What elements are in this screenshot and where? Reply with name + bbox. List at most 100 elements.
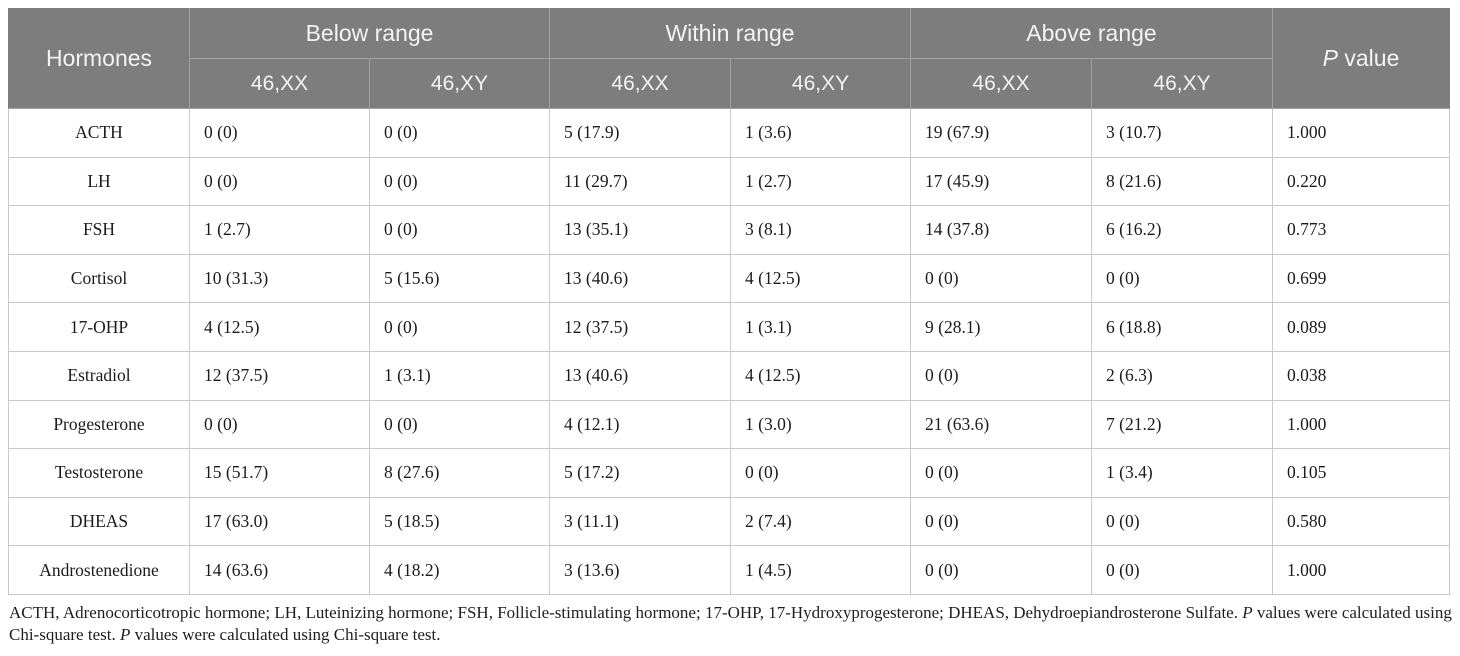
p-value-italic: P [1322, 45, 1338, 71]
header-group-row: Hormones Below range Within range Above … [8, 8, 1451, 109]
table-body: ACTH 0 (0) 0 (0) 5 (17.9) 1 (3.6) 19 (67.9) 3 … [8, 108, 1451, 595]
p-value-cell: 1.000 [1272, 545, 1451, 595]
p-value-rest: value [1338, 45, 1400, 71]
count-percent-cell: 2 (6.3) [1091, 350, 1274, 401]
p-value-cell: 0.220 [1272, 156, 1451, 207]
count-percent-cell: 3 (10.7) [1091, 108, 1274, 158]
count-percent-cell: 3 (13.6) [549, 545, 732, 595]
count-percent-cell: 1 (3.6) [730, 108, 912, 158]
count-percent-cell: 0 (0) [368, 156, 551, 207]
p-value-cell: 0.773 [1272, 205, 1451, 255]
hormone-name: FSH [8, 205, 190, 255]
count-percent-cell: 1 (3.1) [730, 302, 912, 352]
count-percent-cell: 1 (4.5) [730, 545, 912, 595]
p-value-cell: 0.038 [1272, 350, 1451, 401]
table-row: FSH 1 (2.7) 0 (0) 13 (35.1) 3 (8.1) 14 (37.8)… [8, 205, 1451, 255]
hormone-name: Testosterone [8, 448, 190, 498]
table-row: Cortisol 10 (31.3) 5 (15.6) 13 (40.6) 4 (12.… [8, 253, 1451, 304]
header-within-46xx: 46,XX [549, 58, 732, 109]
footnote-abbreviations: ACTH, Adrenocorticotropic hormone; LH, L… [9, 602, 1243, 622]
p-value-cell: 0.105 [1272, 448, 1451, 498]
hormone-name: Progesterone [8, 399, 190, 450]
hormone-range-table: Hormones Below range Within range Above … [8, 8, 1451, 595]
count-percent-cell: 0 (0) [910, 253, 1093, 304]
count-percent-cell: 0 (0) [910, 545, 1093, 595]
p-value-cell: 0.699 [1272, 253, 1451, 304]
count-percent-cell: 0 (0) [368, 108, 551, 158]
count-percent-cell: 0 (0) [368, 302, 551, 352]
count-percent-cell: 4 (12.1) [549, 399, 732, 450]
count-percent-cell: 0 (0) [910, 496, 1093, 547]
table-row: 17-OHP 4 (12.5) 0 (0) 12 (37.5) 1 (3.1) 9 (28… [8, 302, 1451, 352]
count-percent-cell: 13 (40.6) [549, 350, 732, 401]
count-percent-cell: 0 (0) [189, 156, 370, 207]
count-percent-cell: 17 (45.9) [910, 156, 1093, 207]
count-percent-cell: 14 (63.6) [189, 545, 370, 595]
count-percent-cell: 21 (63.6) [910, 399, 1093, 450]
count-percent-cell: 0 (0) [1091, 496, 1274, 547]
count-percent-cell: 0 (0) [910, 350, 1093, 401]
count-percent-cell: 11 (29.7) [549, 156, 732, 207]
p-value-cell: 1.000 [1272, 108, 1451, 158]
count-percent-cell: 5 (15.6) [368, 253, 551, 304]
header-above-range: Above range [910, 8, 1274, 59]
count-percent-cell: 0 (0) [910, 448, 1093, 498]
table-footnote: ACTH, Adrenocorticotropic hormone; LH, L… [9, 602, 1456, 647]
table-row: Testosterone 15 (51.7) 8 (27.6) 5 (17.2) 0 (… [8, 448, 1451, 498]
count-percent-cell: 17 (63.0) [189, 496, 370, 547]
count-percent-cell: 19 (67.9) [910, 108, 1093, 158]
p-value-cell: 0.580 [1272, 496, 1451, 547]
count-percent-cell: 1 (3.4) [1091, 448, 1274, 498]
count-percent-cell: 13 (40.6) [549, 253, 732, 304]
count-percent-cell: 0 (0) [368, 399, 551, 450]
footnote-chi-square-1: values were calculated using Chi-square … [9, 602, 1452, 645]
header-below-46xy: 46,XY [368, 58, 551, 109]
count-percent-cell: 1 (2.7) [189, 205, 370, 255]
count-percent-cell: 3 (11.1) [549, 496, 732, 547]
count-percent-cell: 6 (16.2) [1091, 205, 1274, 255]
count-percent-cell: 8 (27.6) [368, 448, 551, 498]
count-percent-cell: 0 (0) [1091, 253, 1274, 304]
hormone-name: Cortisol [8, 253, 190, 304]
table-header: Hormones Below range Within range Above … [8, 8, 1451, 109]
count-percent-cell: 0 (0) [189, 108, 370, 158]
table-row: DHEAS 17 (63.0) 5 (18.5) 3 (11.1) 2 (7.4) 0 (… [8, 496, 1451, 547]
count-percent-cell: 12 (37.5) [549, 302, 732, 352]
p-value-cell: 0.089 [1272, 302, 1451, 352]
hormone-name: ACTH [8, 108, 190, 158]
hormone-name: 17-OHP [8, 302, 190, 352]
hormone-name: Androstenedione [8, 545, 190, 595]
table-row: Androstenedione 14 (63.6) 4 (18.2) 3 (13.6)… [8, 545, 1451, 595]
count-percent-cell: 2 (7.4) [730, 496, 912, 547]
count-percent-cell: 4 (12.5) [189, 302, 370, 352]
header-sub-row: 46,XX 46,XY 46,XX 46,XY 46,XX 46,XY [9, 58, 1450, 109]
count-percent-cell: 4 (12.5) [730, 350, 912, 401]
header-above-46xy: 46,XY [1091, 58, 1274, 109]
count-percent-cell: 0 (0) [189, 399, 370, 450]
count-percent-cell: 9 (28.1) [910, 302, 1093, 352]
hormone-name: LH [8, 156, 190, 207]
hormone-name: DHEAS [8, 496, 190, 547]
count-percent-cell: 0 (0) [1091, 545, 1274, 595]
count-percent-cell: 1 (3.0) [730, 399, 912, 450]
count-percent-cell: 15 (51.7) [189, 448, 370, 498]
header-above-46xx: 46,XX [910, 58, 1093, 109]
p-value-cell: 1.000 [1272, 399, 1451, 450]
header-below-range: Below range [188, 8, 551, 59]
count-percent-cell: 7 (21.2) [1091, 399, 1274, 450]
count-percent-cell: 1 (2.7) [730, 156, 912, 207]
count-percent-cell: 10 (31.3) [189, 253, 370, 304]
header-within-46xy: 46,XY [730, 58, 912, 109]
table-row: ACTH 0 (0) 0 (0) 5 (17.9) 1 (3.6) 19 (67.9) 3 … [8, 108, 1451, 158]
count-percent-cell: 14 (37.8) [910, 205, 1093, 255]
count-percent-cell: 0 (0) [368, 205, 551, 255]
footnote-chi-square-2: values were calculated using Chi-square … [130, 625, 441, 645]
count-percent-cell: 4 (12.5) [730, 253, 912, 304]
footnote-p-italic-2: P [119, 625, 131, 645]
header-within-range: Within range [549, 8, 912, 59]
count-percent-cell: 0 (0) [730, 448, 912, 498]
count-percent-cell: 13 (35.1) [549, 205, 732, 255]
count-percent-cell: 1 (3.1) [368, 350, 551, 401]
hormone-name: Estradiol [8, 350, 190, 401]
